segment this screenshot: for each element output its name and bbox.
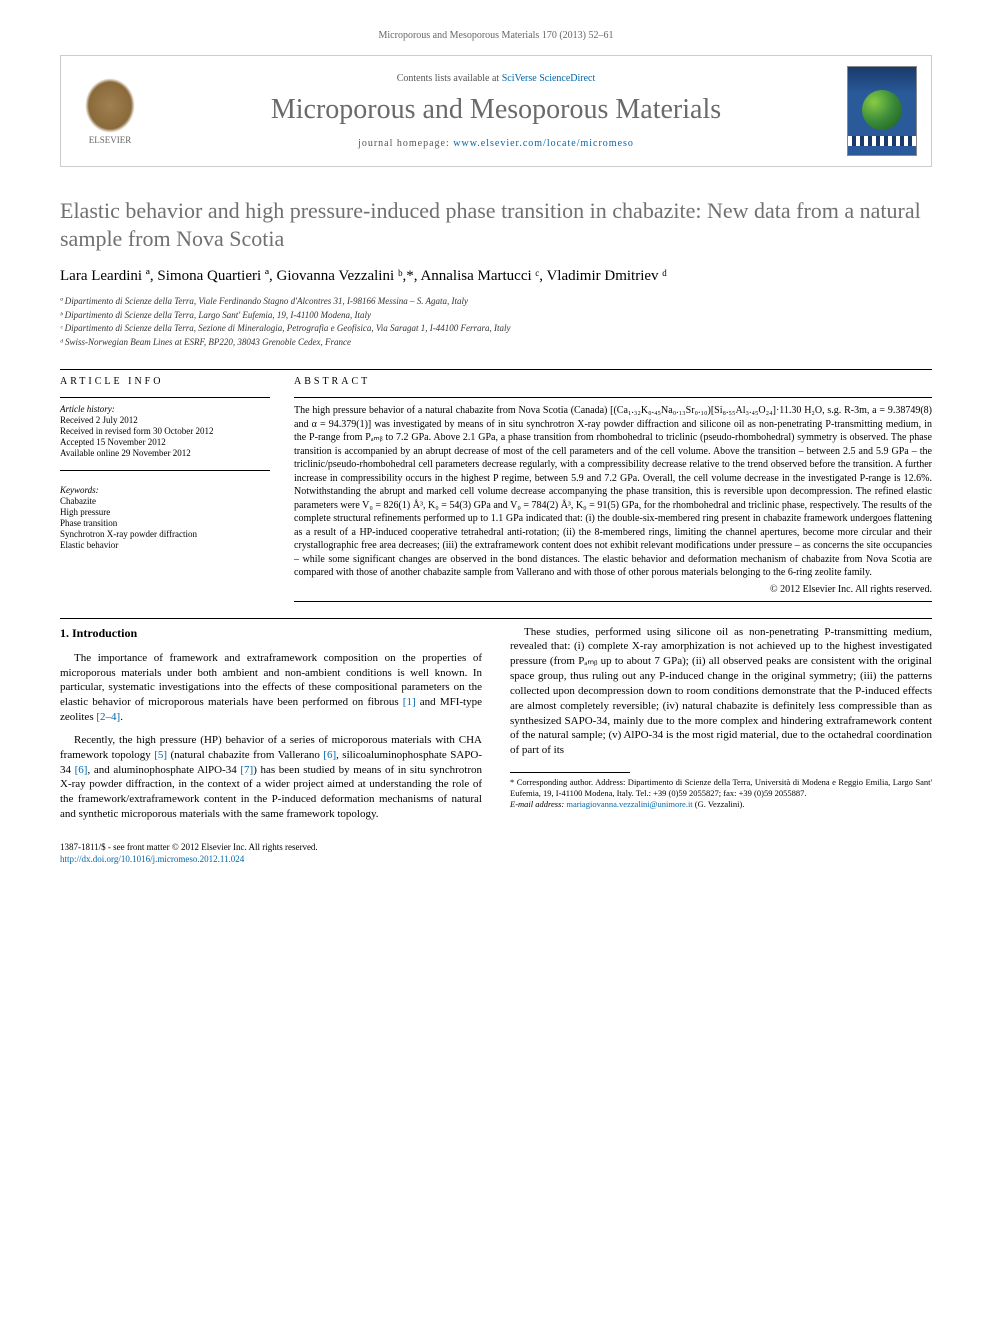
keywords-label: Keywords:: [60, 485, 270, 495]
body-paragraph: Recently, the high pressure (HP) behavio…: [60, 733, 482, 822]
homepage-link[interactable]: www.elsevier.com/locate/micromeso: [453, 138, 634, 149]
email-label: E-mail address:: [510, 799, 566, 809]
affiliation: ª Dipartimento di Scienze della Terra, V…: [60, 295, 932, 309]
body-text: , and aluminophosphate AlPO-34: [87, 764, 240, 776]
article-info-header: ARTICLE INFO: [60, 376, 270, 387]
email-suffix: (G. Vezzalini).: [693, 799, 745, 809]
authors-line: Lara Leardini ª, Simona Quartieri ª, Gio…: [60, 268, 932, 285]
divider: [294, 601, 932, 602]
keyword: Elastic behavior: [60, 540, 270, 550]
ref-link[interactable]: [5]: [154, 749, 167, 761]
affiliation: ᶜ Dipartimento di Scienze della Terra, S…: [60, 322, 932, 336]
cover-stripe-icon: [848, 136, 916, 146]
homepage-line: journal homepage: www.elsevier.com/locat…: [145, 138, 847, 149]
elsevier-logo: ELSEVIER: [75, 71, 145, 151]
footnote-divider: [510, 772, 630, 773]
email-link[interactable]: mariagiovanna.vezzalini@unimore.it: [566, 799, 692, 809]
section-heading: 1. Introduction: [60, 625, 482, 641]
doi-link[interactable]: http://dx.doi.org/10.1016/j.micromeso.20…: [60, 854, 244, 864]
history-item: Available online 29 November 2012: [60, 448, 270, 458]
divider: [60, 470, 270, 471]
ref-link[interactable]: [6]: [323, 749, 336, 761]
divider: [60, 397, 270, 398]
divider: [60, 369, 932, 370]
history-item: Accepted 15 November 2012: [60, 437, 270, 447]
homepage-prefix: journal homepage:: [358, 138, 453, 149]
keyword: Phase transition: [60, 518, 270, 528]
contents-prefix: Contents lists available at: [397, 73, 502, 84]
front-matter-line: 1387-1811/$ - see front matter © 2012 El…: [60, 842, 932, 854]
keyword: Chabazite: [60, 496, 270, 506]
ref-link[interactable]: [2–4]: [96, 711, 120, 723]
abstract-header: ABSTRACT: [294, 376, 932, 387]
elsevier-label: ELSEVIER: [89, 135, 132, 145]
affiliations: ª Dipartimento di Scienze della Terra, V…: [60, 295, 932, 349]
cover-graphic-icon: [862, 90, 902, 130]
history-label: Article history:: [60, 404, 270, 414]
article-info-col: ARTICLE INFO Article history: Received 2…: [60, 376, 270, 608]
journal-header: ELSEVIER Contents lists available at Sci…: [60, 55, 932, 167]
elsevier-tree-icon: [85, 78, 135, 133]
journal-header-center: Contents lists available at SciVerse Sci…: [145, 73, 847, 149]
contents-line: Contents lists available at SciVerse Sci…: [145, 73, 847, 84]
journal-cover-thumb: [847, 66, 917, 156]
bottom-matter: 1387-1811/$ - see front matter © 2012 El…: [60, 842, 932, 865]
body-paragraph: The importance of framework and extrafra…: [60, 651, 482, 725]
citation-line: Microporous and Mesoporous Materials 170…: [60, 30, 932, 41]
divider: [60, 618, 932, 619]
history-item: Received 2 July 2012: [60, 415, 270, 425]
affiliation: ᵈ Swiss-Norwegian Beam Lines at ESRF, BP…: [60, 336, 932, 350]
ref-link[interactable]: [6]: [75, 764, 88, 776]
sciencedirect-link[interactable]: SciVerse ScienceDirect: [502, 73, 596, 84]
ref-link[interactable]: [1]: [403, 696, 416, 708]
body-text: (natural chabazite from Vallerano: [167, 749, 323, 761]
ref-link[interactable]: [7]: [240, 764, 253, 776]
abstract-copyright: © 2012 Elsevier Inc. All rights reserved…: [294, 584, 932, 595]
body-paragraph: These studies, performed using silicone …: [510, 625, 932, 759]
info-abstract-row: ARTICLE INFO Article history: Received 2…: [60, 376, 932, 608]
affiliation: ᵇ Dipartimento di Scienze della Terra, L…: [60, 309, 932, 323]
journal-title: Microporous and Mesoporous Materials: [145, 94, 847, 126]
corresponding-footnote: * Corresponding author. Address: Diparti…: [510, 777, 932, 799]
keyword: Synchrotron X-ray powder diffraction: [60, 529, 270, 539]
abstract-col: ABSTRACT The high pressure behavior of a…: [294, 376, 932, 608]
keyword: High pressure: [60, 507, 270, 517]
history-item: Received in revised form 30 October 2012: [60, 426, 270, 436]
body-text: .: [120, 711, 123, 723]
abstract-text: The high pressure behavior of a natural …: [294, 404, 932, 580]
email-footnote: E-mail address: mariagiovanna.vezzalini@…: [510, 799, 932, 810]
article-title: Elastic behavior and high pressure-induc…: [60, 197, 932, 252]
divider: [294, 397, 932, 398]
body-two-col: 1. Introduction The importance of framew…: [60, 625, 932, 822]
